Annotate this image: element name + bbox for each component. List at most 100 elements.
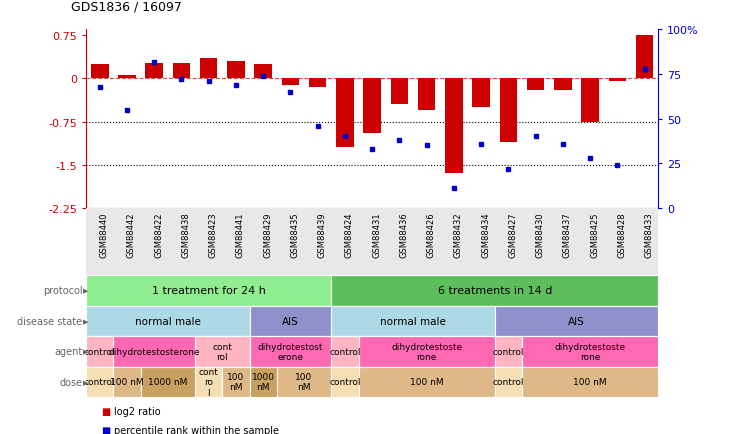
Text: 6 treatments in 14 d: 6 treatments in 14 d (438, 286, 552, 296)
Bar (277, 367, 331, 397)
Bar (145, 64, 163, 79)
Text: 100
nM: 100 nM (227, 372, 245, 391)
Bar (118, 76, 135, 79)
Text: percentile rank within the sample: percentile rank within the sample (114, 425, 280, 434)
Text: GSM88441: GSM88441 (236, 212, 245, 257)
Text: dose: dose (59, 377, 82, 387)
Text: GSM88432: GSM88432 (454, 212, 463, 257)
Text: GDS1836 / 16097: GDS1836 / 16097 (71, 0, 182, 13)
Text: control: control (493, 378, 524, 386)
Text: disease state: disease state (17, 316, 82, 326)
Bar (494, 336, 522, 367)
Text: control: control (493, 347, 524, 356)
Bar (522, 367, 658, 397)
Text: AIS: AIS (568, 316, 585, 326)
Bar (254, 65, 272, 79)
Bar (358, 367, 494, 397)
Text: GSM88422: GSM88422 (154, 212, 163, 257)
Text: control: control (329, 347, 361, 356)
Text: GSM88423: GSM88423 (209, 212, 218, 257)
Text: GSM88438: GSM88438 (181, 212, 191, 257)
Bar (331, 306, 494, 336)
Bar (358, 336, 494, 367)
Bar (522, 336, 658, 367)
Bar (91, 65, 108, 79)
Text: AIS: AIS (282, 316, 298, 326)
Text: ▶: ▶ (83, 349, 88, 355)
Bar (250, 336, 331, 367)
Text: GSM88440: GSM88440 (99, 212, 108, 257)
Text: 100 nM: 100 nM (573, 378, 607, 386)
Text: agent: agent (54, 347, 82, 356)
Text: control: control (84, 347, 115, 356)
Text: 100 nM: 100 nM (110, 378, 144, 386)
Bar (609, 79, 626, 82)
Bar (527, 79, 545, 91)
Bar (494, 367, 522, 397)
Bar (195, 367, 222, 397)
Text: 1000
nM: 1000 nM (251, 372, 275, 391)
Bar (141, 367, 195, 397)
Text: ▶: ▶ (83, 379, 88, 385)
Text: GSM88437: GSM88437 (562, 212, 572, 257)
Bar (86, 306, 250, 336)
Bar (86, 276, 331, 306)
Text: GSM88427: GSM88427 (509, 212, 518, 257)
Text: GSM88431: GSM88431 (372, 212, 381, 257)
Text: dihydrotestoste
rone: dihydrotestoste rone (554, 342, 625, 361)
Bar (472, 79, 490, 108)
Bar (195, 336, 250, 367)
Bar (494, 306, 658, 336)
Text: normal male: normal male (380, 316, 446, 326)
Text: ▶: ▶ (83, 288, 88, 294)
Bar (250, 367, 277, 397)
Text: ■: ■ (101, 425, 110, 434)
Text: cont
ro
l: cont ro l (199, 367, 218, 397)
Bar (500, 79, 517, 142)
Bar (86, 367, 113, 397)
Bar (113, 336, 195, 367)
Text: GSM88435: GSM88435 (290, 212, 299, 257)
Text: GSM88439: GSM88439 (318, 212, 327, 257)
Bar (390, 79, 408, 105)
Text: control: control (84, 378, 115, 386)
Text: 1 treatment for 24 h: 1 treatment for 24 h (152, 286, 266, 296)
Text: protocol: protocol (43, 286, 82, 296)
Text: normal male: normal male (135, 316, 200, 326)
Bar (173, 64, 190, 79)
Text: GSM88429: GSM88429 (263, 212, 272, 257)
Text: dihydrotestoste
rone: dihydrotestoste rone (391, 342, 462, 361)
Text: GSM88434: GSM88434 (481, 212, 490, 257)
Bar (418, 79, 435, 111)
Text: ▶: ▶ (83, 318, 88, 324)
Bar (581, 79, 599, 122)
Bar (331, 276, 658, 306)
Text: 100 nM: 100 nM (410, 378, 444, 386)
Text: log2 ratio: log2 ratio (114, 406, 161, 416)
Text: GSM88426: GSM88426 (426, 212, 435, 257)
Bar (86, 336, 113, 367)
Bar (636, 36, 654, 79)
Text: GSM88436: GSM88436 (399, 212, 408, 257)
Text: control: control (329, 378, 361, 386)
Bar (281, 79, 299, 86)
Bar (336, 79, 354, 148)
Text: dihydrotestost
erone: dihydrotestost erone (257, 342, 323, 361)
Text: 1000 nM: 1000 nM (148, 378, 188, 386)
Text: dihydrotestosterone: dihydrotestosterone (108, 347, 200, 356)
Text: cont
rol: cont rol (212, 342, 232, 361)
Text: GSM88425: GSM88425 (590, 212, 599, 257)
Bar (331, 336, 358, 367)
Bar (250, 306, 331, 336)
Bar (364, 79, 381, 134)
Bar (309, 79, 326, 88)
Text: GSM88424: GSM88424 (345, 212, 354, 257)
Bar (554, 79, 571, 91)
Text: GSM88430: GSM88430 (536, 212, 545, 257)
Bar (227, 62, 245, 79)
Text: 100
nM: 100 nM (295, 372, 313, 391)
Text: GSM88442: GSM88442 (127, 212, 136, 257)
Bar (445, 79, 463, 174)
Bar (113, 367, 141, 397)
Text: GSM88428: GSM88428 (617, 212, 626, 257)
